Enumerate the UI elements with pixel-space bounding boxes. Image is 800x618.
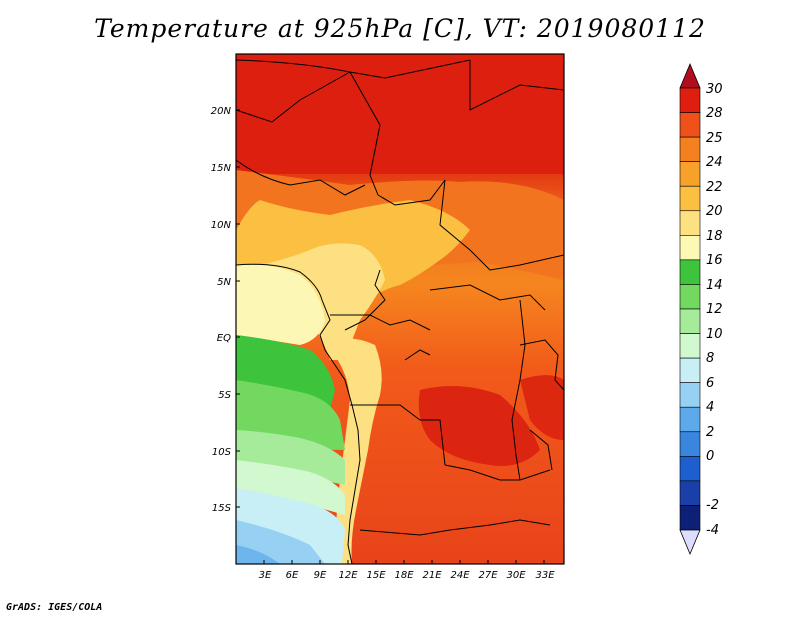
colorbar-over-triangle [679, 62, 701, 89]
lon-label: 30E [506, 570, 526, 581]
colorbar-label: 8 [706, 351, 714, 366]
colorbar-swatch [679, 382, 701, 408]
colorbar-label: 6 [706, 376, 714, 391]
colorbar-label: 10 [706, 327, 723, 342]
colorbar-label: 24 [706, 155, 723, 170]
lon-label: 12E [338, 570, 358, 581]
colorbar-swatch [679, 505, 701, 531]
colorbar-label: 25 [706, 131, 723, 146]
colorbar-swatch [679, 431, 701, 457]
ocean-mint-zone [236, 460, 345, 515]
lat-label: 5S [218, 390, 231, 401]
latitude-axis: 20N 15N 10N 5N EQ 5S 10S 15S [211, 106, 240, 514]
map-frame [235, 53, 565, 565]
lon-label: 15E [366, 570, 386, 581]
colorbar-swatch [679, 284, 701, 310]
colorbar-swatch [679, 87, 701, 113]
colorbar-swatch [679, 357, 701, 383]
page-title: Temperature at 925hPa [C], VT: 201908011… [94, 14, 706, 43]
lon-label: 6E [286, 570, 299, 581]
lon-label: 27E [478, 570, 498, 581]
colorbar-swatch [679, 235, 701, 261]
lat-label: 15N [211, 163, 232, 174]
colorbar-swatch [679, 406, 701, 433]
lon-label: 3E [259, 570, 272, 581]
colorbar-swatch [679, 308, 701, 334]
colorbar-label: -4 [706, 523, 719, 538]
colorbar-label: 18 [706, 229, 723, 244]
longitude-axis: 3E 6E 9E 12E 15E 18E 21E 24E 27E 30E 33E [259, 560, 555, 581]
colorbar-swatch [679, 161, 701, 187]
grads-credit: GrADS: IGES/COLA [6, 602, 103, 613]
colorbar-swatch [679, 333, 701, 359]
lon-label: 21E [422, 570, 442, 581]
lat-label: EQ [217, 333, 231, 344]
colorbar-swatch [679, 210, 701, 236]
ocean-deep-blue-zone [236, 545, 280, 564]
lat-label: 10N [211, 220, 232, 231]
colorbar: 30 28 25 24 22 20 18 16 14 12 10 8 6 4 2… [679, 62, 723, 556]
country-borders [236, 59, 564, 564]
lat-label: 15S [212, 503, 232, 514]
colorbar-label: 4 [706, 400, 714, 415]
cool-cream-region [236, 264, 325, 345]
colorbar-swatch [679, 259, 701, 285]
southeast-hot-patch [520, 375, 564, 440]
colorbar-swatch [679, 136, 701, 162]
colorbar-label: 2 [706, 425, 714, 440]
lon-label: 9E [314, 570, 327, 581]
colorbar-swatch [679, 456, 701, 482]
colorbar-label: 12 [706, 302, 723, 317]
colorbar-label: 28 [706, 106, 723, 121]
lon-label: 18E [394, 570, 414, 581]
lon-label: 33E [535, 570, 555, 581]
colorbar-label: 20 [706, 204, 723, 219]
lat-label: 5N [217, 277, 231, 288]
colorbar-label: 0 [706, 449, 714, 464]
colorbar-under-triangle [679, 529, 701, 556]
colorbar-swatch [679, 112, 701, 138]
colorbar-swatch [679, 185, 701, 212]
interior-hot-patch [418, 386, 540, 466]
lon-label: 24E [450, 570, 470, 581]
colorbar-label: 14 [706, 278, 723, 293]
map-field [236, 54, 564, 564]
colorbar-label: 22 [706, 180, 723, 195]
colorbar-label: -2 [706, 498, 719, 513]
colorbar-label: 30 [706, 82, 723, 97]
colorbar-swatch [679, 480, 701, 506]
ocean-pale-green-zone [236, 430, 345, 485]
lat-label: 10S [212, 447, 232, 458]
sahel-hot-band [236, 54, 564, 174]
lat-label: 20N [211, 106, 232, 117]
colorbar-label: 16 [706, 253, 723, 268]
